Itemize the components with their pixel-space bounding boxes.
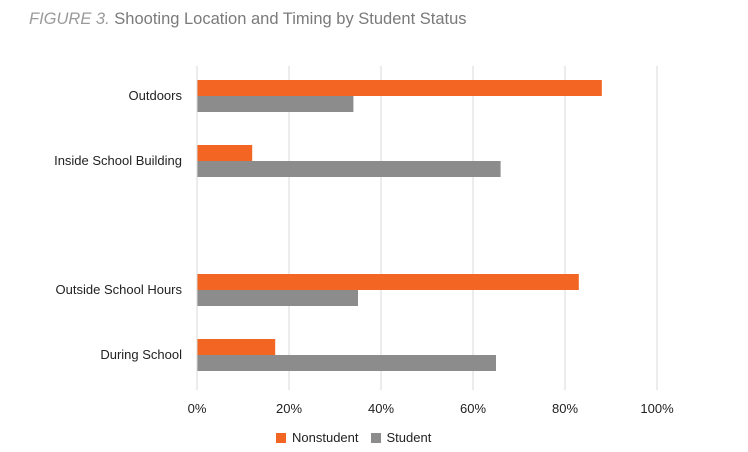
chart-legend: Nonstudent Student bbox=[276, 430, 443, 445]
legend-label-nonstudent: Nonstudent bbox=[292, 430, 359, 445]
x-tick-label: 100% bbox=[640, 401, 674, 416]
x-tick-label: 80% bbox=[552, 401, 578, 416]
x-tick-label: 0% bbox=[188, 401, 207, 416]
x-tick-label: 40% bbox=[368, 401, 394, 416]
category-label: During School bbox=[100, 347, 182, 362]
bar-student bbox=[197, 96, 354, 112]
bar-nonstudent bbox=[197, 274, 579, 290]
legend-label-student: Student bbox=[386, 430, 432, 445]
figure-title: FIGURE 3. Shooting Location and Timing b… bbox=[29, 10, 467, 29]
bar-nonstudent bbox=[197, 339, 276, 355]
figure-number: FIGURE 3. bbox=[29, 10, 110, 28]
legend-swatch-student bbox=[370, 432, 381, 443]
bar-student bbox=[197, 161, 501, 177]
bar-nonstudent bbox=[197, 145, 253, 161]
x-tick-label: 20% bbox=[276, 401, 302, 416]
x-tick-label: 60% bbox=[460, 401, 486, 416]
figure-title-text: Shooting Location and Timing by Student … bbox=[114, 10, 467, 28]
legend-swatch-nonstudent bbox=[276, 432, 286, 443]
category-label: Outside School Hours bbox=[56, 282, 183, 297]
category-label: Outdoors bbox=[129, 88, 183, 103]
bar-student bbox=[197, 355, 496, 371]
legend-item-nonstudent: Nonstudent bbox=[276, 430, 359, 445]
bar-nonstudent bbox=[197, 80, 602, 96]
legend-item-student: Student bbox=[370, 430, 432, 445]
bar-student bbox=[197, 290, 358, 306]
category-label: Inside School Building bbox=[54, 153, 182, 168]
